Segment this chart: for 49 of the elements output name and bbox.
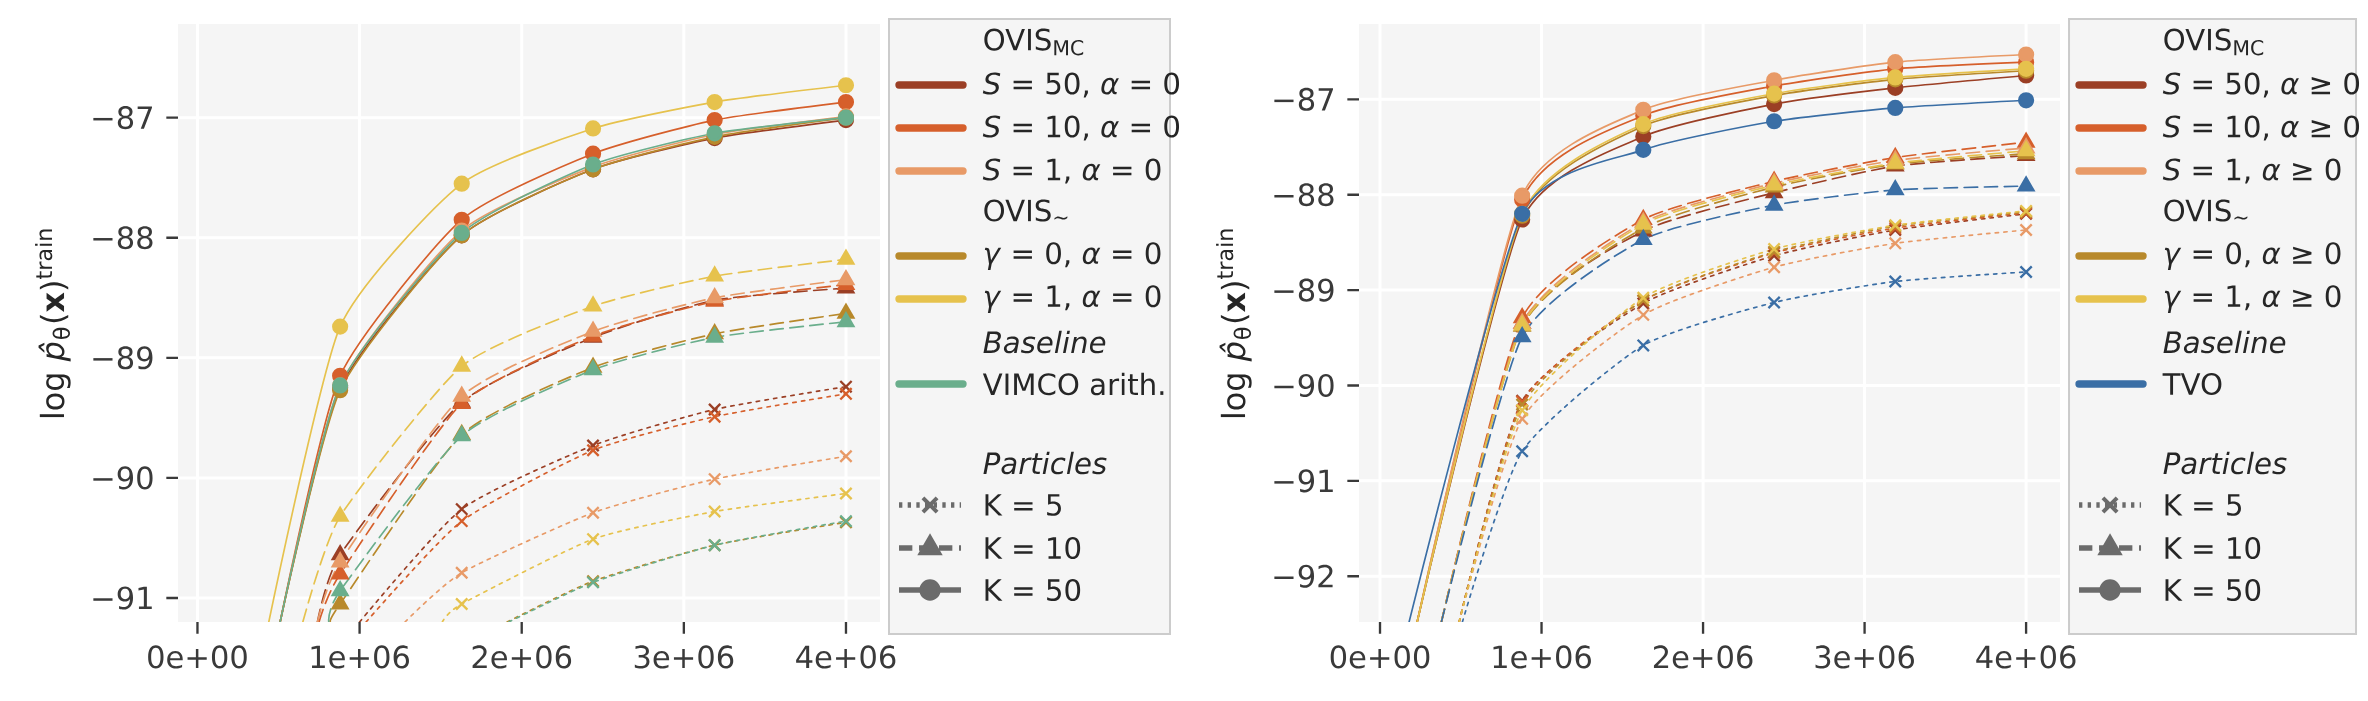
y-tick-label: −88: [93, 226, 153, 250]
y-tick-label: −92: [1274, 564, 1333, 588]
y-tick-label: −89: [93, 346, 153, 370]
y-tick-label: −89: [1274, 278, 1334, 302]
y-tick-label: −88: [1274, 183, 1334, 207]
legend-label: γ = 0, α ≥ 0: [2164, 242, 2341, 270]
y-axis-title: log p̂$_{θ}$(x)$^{train}$: [35, 229, 71, 418]
legend-label: S = 50, α = 0: [982, 72, 1180, 98]
legend-label: γ = 0, α = 0: [984, 242, 1161, 270]
x-tick-label: 0e+00: [148, 645, 247, 669]
text: Particles: [2163, 451, 2287, 475]
text: Particles: [983, 451, 1107, 475]
text: Baseline: [2163, 330, 2286, 354]
legend-label: γ = 1, α ≥ 0: [2164, 285, 2341, 313]
text: K = 10: [2165, 536, 2261, 560]
text: K = 10: [985, 536, 1081, 560]
y-tick-label: −90: [93, 466, 153, 490]
text: OVIS$_{MC}$: [984, 28, 1084, 56]
legend-label: S = 10, α ≥ 0: [2162, 115, 2360, 141]
legend-label: VIMCO arith.: [982, 372, 1164, 396]
y-axis-title: log p̂$_{θ}$(x)$^{train}$: [1216, 229, 1252, 418]
legend-label: γ = 1, α = 0: [984, 285, 1161, 313]
text: K = 5: [985, 494, 1061, 516]
x-tick-label: 3e+06: [634, 645, 734, 669]
legend-label: S = 1, α ≥ 0: [2162, 158, 2341, 184]
text: Baseline: [983, 330, 1106, 354]
legend-label: TVO: [2162, 372, 2222, 396]
legend-label: S = 1, α = 0: [982, 158, 1161, 184]
x-tick-label: 1e+06: [311, 645, 409, 669]
x-tick-label: 2e+06: [1653, 645, 1753, 669]
x-tick-label: 3e+06: [1815, 645, 1914, 669]
legend-label: S = 50, α ≥ 0: [2162, 72, 2360, 98]
x-tick-label: 2e+06: [472, 645, 572, 669]
text: OVIS$_{MC}$: [2164, 28, 2264, 56]
legend-label: S = 10, α = 0: [982, 115, 1180, 141]
text: K = 50: [985, 578, 1081, 602]
text: OVIS$_{∼}$: [984, 199, 1068, 222]
y-tick-label: −87: [1274, 87, 1333, 111]
x-tick-label: 1e+06: [1493, 645, 1591, 669]
x-tick-label: 4e+06: [796, 645, 896, 669]
x-tick-label: 4e+06: [1976, 645, 2076, 669]
text: K = 50: [2165, 578, 2261, 602]
text: OVIS$_{∼}$: [2164, 199, 2248, 222]
y-tick-label: −90: [1274, 373, 1334, 397]
x-tick-label: 0e+00: [1330, 645, 1430, 669]
text: K = 5: [2165, 494, 2241, 516]
y-tick-label: −87: [93, 106, 152, 130]
y-tick-label: −91: [1274, 469, 1333, 493]
y-tick-label: −91: [93, 586, 152, 610]
